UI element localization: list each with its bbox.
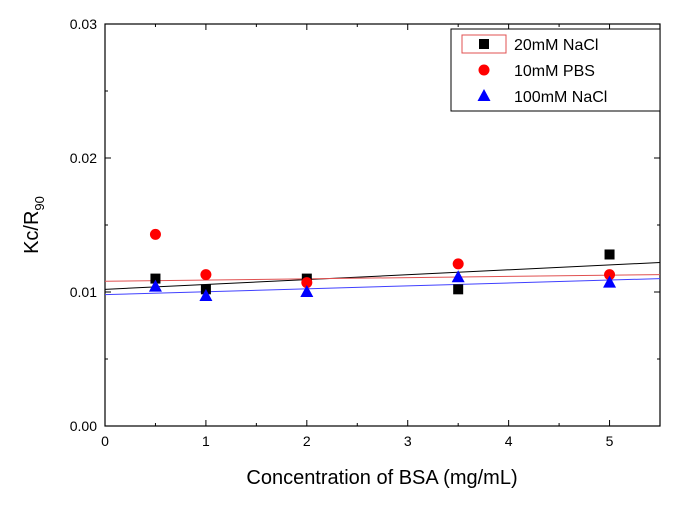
y-axis-label-subscript: 90: [32, 196, 47, 210]
y-tick-label: 0.03: [70, 16, 97, 32]
y-axis-label: Kc/R90: [21, 196, 47, 254]
y-tick-label: 0.02: [70, 150, 97, 166]
data-point-series-0: [604, 249, 615, 260]
x-tick-label: 3: [404, 433, 412, 449]
legend: 20mM NaCl 10mM PBS 100mM NaCl: [450, 28, 661, 112]
data-point-series-2: [451, 270, 465, 283]
legend-marker-1: [478, 64, 490, 76]
data-point-series-0: [453, 284, 464, 295]
data-point-series-1: [301, 277, 313, 289]
legend-label-2: 100mM NaCl: [514, 89, 607, 106]
fit-line-2: [104, 278, 661, 296]
fit-line-1: [104, 274, 661, 282]
x-tick-label: 2: [303, 433, 311, 449]
legend-label-1: 10mM PBS: [514, 63, 595, 80]
legend-marker-2: [477, 89, 491, 101]
data-point-series-2: [199, 289, 213, 302]
legend-marker-0: [479, 39, 489, 49]
data-point-series-1: [200, 269, 212, 281]
x-tick-label: 4: [505, 433, 513, 449]
x-tick-label: 0: [101, 433, 109, 449]
x-tick-label: 5: [606, 433, 614, 449]
x-axis-label: Concentration of BSA (mg/mL): [246, 467, 517, 489]
legend-label-0: 20mM NaCl: [514, 37, 598, 54]
data-point-series-0: [150, 273, 161, 284]
y-tick-label: 0.00: [70, 418, 97, 434]
data-point-series-2: [148, 279, 162, 292]
data-point-series-2: [300, 285, 314, 297]
y-tick-label: 0.01: [70, 284, 97, 300]
legend-line-sample: [461, 34, 507, 54]
fit-line-0: [104, 262, 661, 290]
data-point-series-1: [149, 228, 161, 240]
x-tick-label: 1: [202, 433, 210, 449]
data-point-series-1: [452, 258, 464, 270]
data-point-series-1: [604, 269, 616, 281]
data-point-series-2: [603, 275, 617, 288]
